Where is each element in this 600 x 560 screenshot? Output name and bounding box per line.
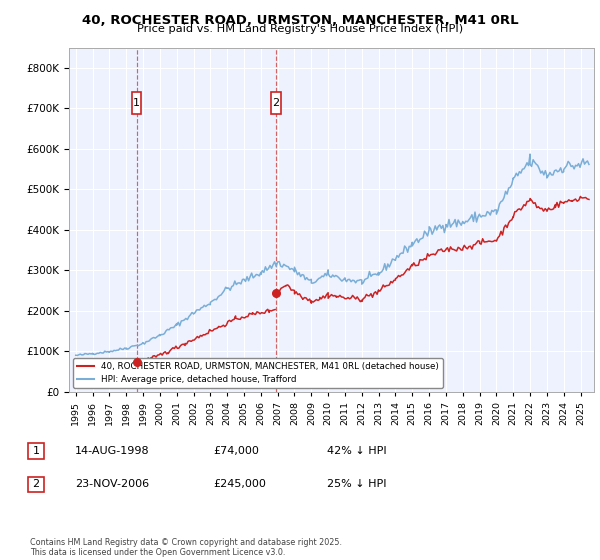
Text: 2: 2 bbox=[32, 479, 40, 489]
Legend: 40, ROCHESTER ROAD, URMSTON, MANCHESTER, M41 0RL (detached house), HPI: Average : 40, ROCHESTER ROAD, URMSTON, MANCHESTER,… bbox=[73, 358, 443, 388]
Text: £245,000: £245,000 bbox=[213, 479, 266, 489]
Text: 42% ↓ HPI: 42% ↓ HPI bbox=[327, 446, 386, 456]
Text: 2: 2 bbox=[272, 97, 280, 108]
Text: 40, ROCHESTER ROAD, URMSTON, MANCHESTER, M41 0RL: 40, ROCHESTER ROAD, URMSTON, MANCHESTER,… bbox=[82, 14, 518, 27]
Text: Contains HM Land Registry data © Crown copyright and database right 2025.
This d: Contains HM Land Registry data © Crown c… bbox=[30, 538, 342, 557]
Text: Price paid vs. HM Land Registry's House Price Index (HPI): Price paid vs. HM Land Registry's House … bbox=[137, 24, 463, 34]
Text: 25% ↓ HPI: 25% ↓ HPI bbox=[327, 479, 386, 489]
FancyBboxPatch shape bbox=[271, 91, 281, 114]
Text: 1: 1 bbox=[32, 446, 40, 456]
Text: 1: 1 bbox=[133, 97, 140, 108]
Text: £74,000: £74,000 bbox=[213, 446, 259, 456]
Text: 14-AUG-1998: 14-AUG-1998 bbox=[75, 446, 149, 456]
Text: 23-NOV-2006: 23-NOV-2006 bbox=[75, 479, 149, 489]
FancyBboxPatch shape bbox=[132, 91, 141, 114]
